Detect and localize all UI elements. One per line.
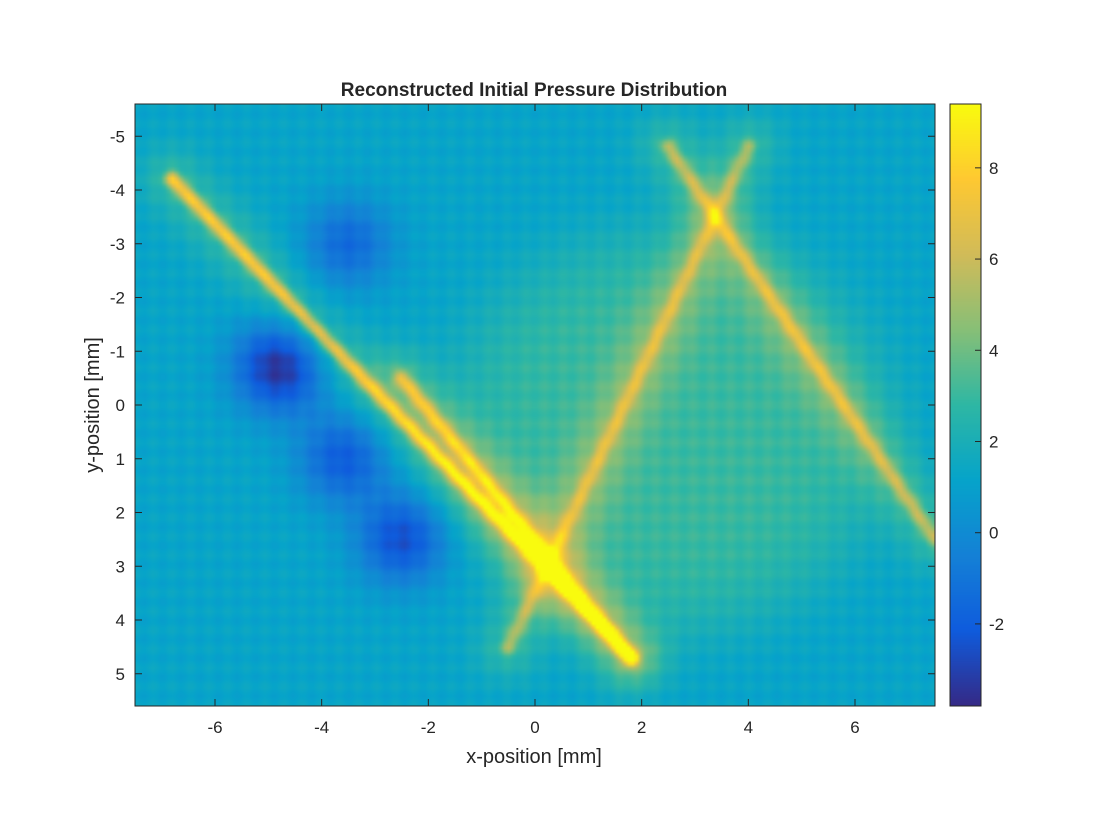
heatmap-image [135, 104, 935, 706]
colorbar-gradient [950, 104, 981, 706]
colorbar-tick-label: 0 [989, 524, 998, 543]
colorbar-tick-label: 8 [989, 159, 998, 178]
x-tick-label: -4 [314, 718, 329, 737]
y-axis-label: y-position [mm] [82, 337, 104, 473]
colorbar-ticks: -2 0 2 4 6 8 [975, 159, 1004, 634]
x-tick-label: -2 [421, 718, 436, 737]
colorbar-tick-label: 6 [989, 250, 998, 269]
y-tick-label: 5 [116, 665, 125, 684]
colorbar-tick-label: 2 [989, 432, 998, 451]
x-tick-label: 0 [530, 718, 539, 737]
x-axis-label: x-position [mm] [466, 746, 602, 768]
plot-area [134, 103, 936, 707]
y-tick-label: 2 [116, 504, 125, 523]
y-tick-label: -4 [110, 181, 125, 200]
colorbar-tick-label: -2 [989, 615, 1004, 634]
chart-title: Reconstructed Initial Pressure Distribut… [341, 80, 727, 101]
y-tick-label: 3 [116, 557, 125, 576]
y-tick-label: 1 [116, 450, 125, 469]
x-tick-label: 6 [850, 718, 859, 737]
y-tick-label: -3 [110, 235, 125, 254]
colorbar-frame [949, 103, 982, 707]
y-tick-label: -1 [110, 342, 125, 361]
x-axis: -6 -4 -2 0 2 4 6 [207, 104, 860, 737]
x-tick-label: 2 [637, 718, 646, 737]
y-tick-label: 0 [116, 396, 125, 415]
x-tick-label: -6 [207, 718, 222, 737]
x-tick-label: 4 [744, 718, 753, 737]
y-tick-label: 4 [116, 611, 125, 630]
y-axis: -5 -4 -3 -2 -1 0 1 2 3 4 5 [110, 127, 935, 684]
y-tick-label: -5 [110, 127, 125, 146]
y-tick-label: -2 [110, 289, 125, 308]
colorbar-tick-label: 4 [989, 341, 998, 360]
colorbar: -2 0 2 4 6 8 [949, 103, 1004, 707]
